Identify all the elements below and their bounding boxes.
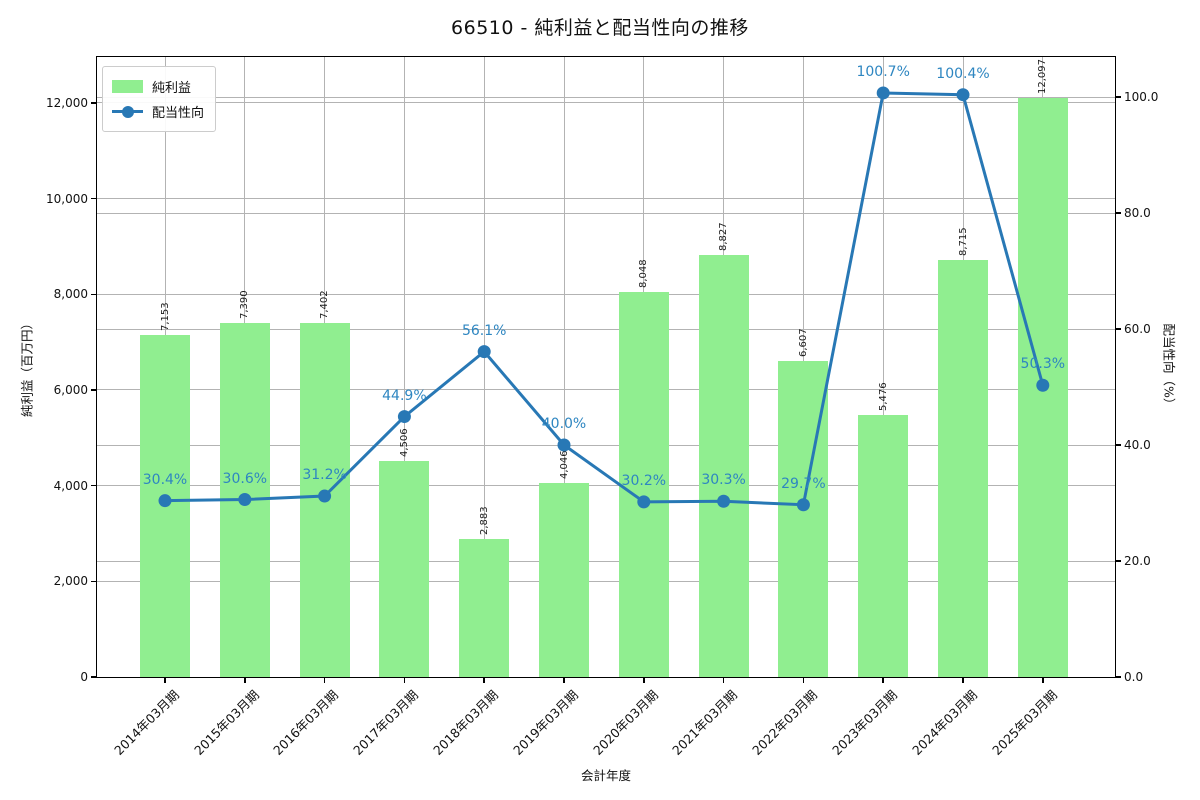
legend-item-net-profit: 純利益 — [112, 74, 204, 99]
x-tick — [962, 677, 964, 683]
payout-ratio-value-label: 30.4% — [142, 471, 188, 488]
bar-net-profit — [698, 254, 749, 677]
payout-ratio-value-label: 30.2% — [621, 472, 667, 489]
line-marker-icon — [557, 438, 571, 452]
legend-item-payout-ratio: 配当性向 — [112, 99, 204, 124]
gridline-horizontal — [97, 328, 1115, 330]
y-tick-right — [1115, 328, 1121, 330]
x-tick — [882, 677, 884, 683]
gridline-horizontal — [97, 293, 1115, 295]
y-tick-label-right: 100.0 — [1124, 90, 1159, 105]
line-marker-icon — [397, 410, 411, 424]
y-tick-label-left: 2,000 — [53, 574, 88, 589]
x-tick — [403, 677, 406, 683]
y-tick-left — [91, 676, 97, 678]
line-marker-icon — [876, 86, 890, 100]
line-marker-icon — [158, 494, 172, 508]
legend-dot-icon — [121, 105, 134, 118]
y-tick-label-right: 60.0 — [1124, 322, 1151, 336]
legend: 純利益 配当性向 — [102, 66, 217, 132]
line-marker-icon — [956, 88, 970, 102]
y-tick-label-right: 20.0 — [1124, 554, 1151, 568]
bar-net-profit — [938, 260, 988, 677]
x-tick — [323, 677, 326, 683]
y-tick-right — [1115, 560, 1121, 562]
gridline-horizontal — [97, 560, 1115, 562]
x-tick — [1042, 677, 1044, 683]
line-path — [164, 91, 1045, 507]
y-tick-label-left: 0 — [80, 670, 88, 684]
x-tick — [244, 677, 246, 683]
line-marker-swatch-icon — [112, 105, 143, 118]
bar-net-profit — [379, 461, 430, 677]
y-axis-label-right: 配当性向（%） — [1161, 323, 1177, 411]
y-tick-label-left: 4,000 — [53, 478, 88, 493]
line-marker-icon — [796, 498, 810, 512]
gridline-horizontal — [97, 102, 1115, 104]
payout-ratio-value-label: 29.7% — [781, 475, 826, 492]
legend-label-payout-ratio: 配当性向 — [152, 106, 205, 121]
payout-ratio-value-label: 30.3% — [701, 472, 746, 489]
gridline-horizontal — [97, 580, 1115, 582]
y-tick-label-left: 12,000 — [46, 95, 88, 110]
bar-swatch-icon — [112, 80, 143, 93]
y-tick-label-right: 40.0 — [1124, 438, 1151, 452]
gridline-vertical — [563, 57, 565, 677]
gridline-vertical — [403, 57, 405, 677]
line-marker-icon — [1036, 378, 1050, 392]
line-marker-icon — [318, 489, 332, 503]
line-marker-icon — [477, 345, 491, 359]
y-tick-right — [1115, 212, 1121, 214]
gridline-horizontal — [97, 212, 1115, 214]
y-tick-left — [91, 484, 97, 487]
y-tick-left — [91, 197, 97, 200]
payout-ratio-value-label: 56.1% — [461, 322, 507, 339]
gridline-horizontal — [97, 444, 1115, 446]
x-tick — [563, 677, 565, 683]
chart-title: 66510 - 純利益と配当性向の推移 — [451, 17, 749, 39]
payout-ratio-value-label: 50.3% — [1020, 356, 1066, 373]
legend-label-net-profit: 純利益 — [152, 81, 192, 96]
y-tick-label-left: 10,000 — [46, 191, 88, 206]
y-tick-left — [91, 102, 97, 104]
gridline-vertical — [483, 57, 485, 677]
y-tick-left — [91, 389, 97, 391]
y-tick-right — [1115, 444, 1121, 446]
y-tick-left — [91, 293, 97, 296]
y-tick-label-right: 0.0 — [1124, 670, 1144, 684]
bar-net-profit — [459, 539, 510, 677]
x-tick — [643, 677, 645, 683]
x-tick — [483, 677, 485, 683]
payout-ratio-value-label: 31.2% — [302, 467, 347, 484]
gridline-horizontal — [97, 96, 1115, 98]
y-tick-label-left: 8,000 — [53, 287, 88, 302]
x-tick — [802, 677, 805, 683]
x-axis-label: 会計年度 — [580, 768, 631, 783]
gridline-horizontal — [97, 389, 1115, 391]
x-tick — [722, 677, 725, 683]
y-tick-left — [91, 580, 97, 583]
payout-ratio-value-label: 100.7% — [856, 63, 910, 80]
payout-ratio-value-label: 100.4% — [936, 65, 990, 82]
gridline-horizontal — [97, 485, 1115, 487]
line-marker-icon — [717, 494, 731, 508]
y-tick-right — [1115, 96, 1121, 98]
bar-net-profit — [539, 483, 589, 677]
payout-ratio-value-label: 44.9% — [382, 387, 427, 404]
x-tick — [164, 677, 166, 683]
bar-net-profit — [618, 291, 669, 677]
y-axis-label-left: 純利益（百万円） — [19, 316, 35, 418]
gridline-vertical — [882, 57, 884, 677]
line-marker-icon — [637, 495, 651, 509]
payout-ratio-value-label: 30.6% — [222, 470, 268, 487]
y-tick-label-left: 6,000 — [53, 382, 88, 397]
line-marker-icon — [238, 493, 252, 507]
bar-net-profit — [858, 415, 909, 677]
payout-ratio-value-label: 40.0% — [541, 416, 587, 432]
y-tick-right — [1115, 676, 1121, 678]
gridline-horizontal — [97, 198, 1115, 200]
y-tick-label-right: 80.0 — [1124, 206, 1151, 220]
